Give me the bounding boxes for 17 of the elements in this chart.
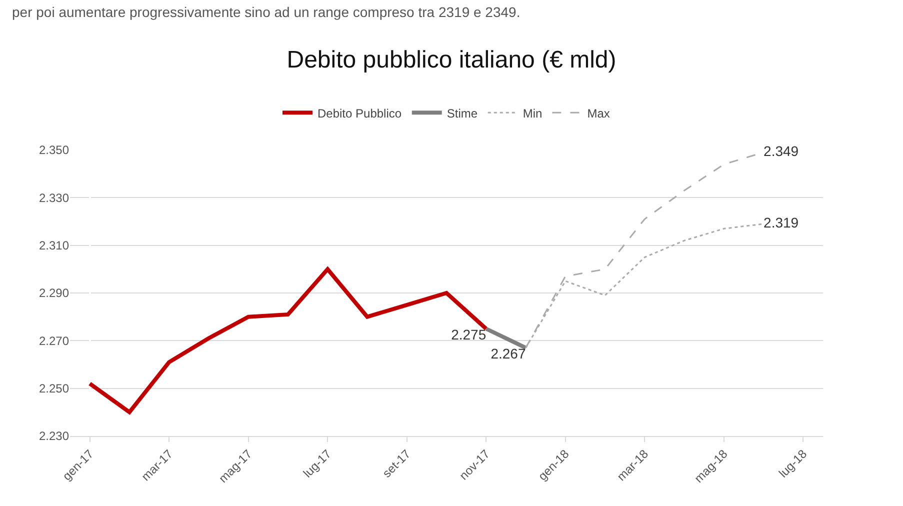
y-tick-label: 2.230: [38, 429, 70, 444]
chart-title: Debito pubblico italiano (€ mld): [286, 46, 616, 74]
y-tick-label: 2.330: [38, 190, 70, 205]
text: per poi aumentare progressivamente sino ad un range compreso tra 2319 e 2349.: [12, 4, 520, 20]
y-tick-label: 2.350: [38, 143, 70, 158]
y-tick-label: 2.290: [38, 286, 70, 300]
y-tick-label: 2.250: [38, 382, 70, 396]
data-label: 2.349: [764, 142, 799, 159]
legend-label: Stime: [446, 106, 478, 120]
y-tick-label: 2.270: [38, 334, 70, 348]
data-label: 2.275: [451, 326, 486, 342]
y-tick-label: 2.310: [38, 238, 70, 253]
legend-label: Min: [522, 106, 542, 120]
legend-label: Debito Pubblico: [318, 106, 402, 120]
legend-label: Max: [587, 106, 610, 120]
data-label: 2.319: [764, 214, 799, 230]
data-label: 2.267: [490, 345, 526, 362]
